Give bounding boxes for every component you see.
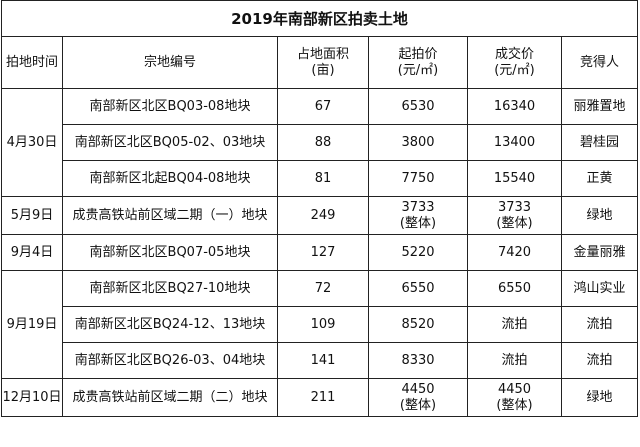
- area-cell: 141: [277, 342, 369, 379]
- winner-cell: 绿地: [561, 378, 638, 417]
- deal-price-cell: 流拍: [467, 342, 562, 379]
- deal-price-cell: 13400: [467, 124, 562, 161]
- table-row: 南部新区北区BQ26-03、04地块 141 8330 流拍 流拍: [2, 342, 638, 379]
- area-cell: 88: [277, 124, 369, 161]
- table-row: 4月30日 南部新区北区BQ03-08地块 67 6530 16340 丽雅置地: [1, 88, 638, 197]
- header-start-price: 起拍价 (元/㎡): [368, 36, 468, 89]
- parcel-cell: 成贵高铁站前区域二期（二）地块: [62, 378, 278, 417]
- header-area: 占地面积 (亩): [277, 36, 369, 89]
- start-price-cell: 5220: [368, 234, 468, 271]
- land-auction-table: 2019年南部新区拍卖土地 拍地时间 宗地编号 占地面积 (亩) 起拍价 (元/㎡)…: [1, 0, 638, 417]
- winner-cell: 鸿山实业: [561, 270, 638, 307]
- parcel-cell: 南部新区北区BQ24-12、13地块: [62, 306, 278, 343]
- start-price-cell: 3733 (整体): [368, 196, 468, 235]
- winner-cell: 碧桂园: [561, 124, 638, 161]
- header-deal-price: 成交价 (元/㎡): [467, 36, 562, 89]
- parcel-cell: 南部新区北区BQ03-08地块: [62, 88, 278, 125]
- table-row: 9月4日 南部新区北区BQ07-05地块 127 5220 7420 金量丽雅: [1, 234, 638, 271]
- area-cell: 109: [277, 306, 369, 343]
- table-row: 南部新区北区BQ24-12、13地块 109 8520 流拍 流拍: [2, 306, 638, 343]
- date-cell: 9月19日: [1, 270, 63, 379]
- header-date: 拍地时间: [1, 36, 63, 89]
- winner-cell: 金量丽雅: [561, 234, 638, 271]
- deal-price-cell: 7420: [467, 234, 562, 271]
- table-row: 南部新区北区BQ05-02、03地块 88 3800 13400 碧桂园: [2, 124, 638, 161]
- date-cell: 9月4日: [1, 234, 63, 271]
- header-winner: 竞得人: [561, 36, 638, 89]
- deal-price-cell: 6550: [467, 270, 562, 307]
- area-cell: 211: [277, 378, 369, 417]
- deal-price-cell: 16340: [467, 88, 562, 125]
- date-cell: 4月30日: [1, 88, 63, 197]
- area-cell: 67: [277, 88, 369, 125]
- table-row: 5月9日 成贵高铁站前区域二期（一）地块 249 3733 (整体) 3733 (整…: [1, 196, 638, 235]
- start-price-cell: 6530: [368, 88, 468, 125]
- start-price-cell: 4450 (整体): [368, 378, 468, 417]
- deal-price-cell: 4450 (整体): [467, 378, 562, 417]
- winner-cell: 绿地: [561, 196, 638, 235]
- start-price-cell: 8520: [368, 306, 468, 343]
- winner-cell: 流拍: [561, 306, 638, 343]
- start-price-cell: 7750: [368, 160, 468, 197]
- date-cell: 5月9日: [1, 196, 63, 235]
- start-price-cell: 6550: [368, 270, 468, 307]
- area-cell: 127: [277, 234, 369, 271]
- table-row: 南部新区北起BQ04-08地块 81 7750 15540 正黄: [2, 160, 638, 197]
- deal-price-cell: 3733 (整体): [467, 196, 562, 235]
- parcel-cell: 南部新区北区BQ07-05地块: [62, 234, 278, 271]
- area-cell: 249: [277, 196, 369, 235]
- deal-price-cell: 15540: [467, 160, 562, 197]
- parcel-cell: 南部新区北起BQ04-08地块: [62, 160, 278, 197]
- deal-price-cell: 流拍: [467, 306, 562, 343]
- header-parcel: 宗地编号: [62, 36, 278, 89]
- start-price-cell: 8330: [368, 342, 468, 379]
- winner-cell: 丽雅置地: [561, 88, 638, 125]
- area-cell: 72: [277, 270, 369, 307]
- start-price-cell: 3800: [368, 124, 468, 161]
- area-cell: 81: [277, 160, 369, 197]
- date-cell: 12月10日: [1, 378, 63, 417]
- parcel-cell: 南部新区北区BQ05-02、03地块: [62, 124, 278, 161]
- table-row: 12月10日 成贵高铁站前区域二期（二）地块 211 4450 (整体) 4450…: [1, 378, 638, 417]
- winner-cell: 正黄: [561, 160, 638, 197]
- table-row: 9月19日 南部新区北区BQ27-10地块 72 6550 6550 鸿山实业: [1, 270, 638, 379]
- parcel-cell: 南部新区北区BQ26-03、04地块: [62, 342, 278, 379]
- parcel-cell: 南部新区北区BQ27-10地块: [62, 270, 278, 307]
- table-title: 2019年南部新区拍卖土地: [1, 0, 638, 37]
- winner-cell: 流拍: [561, 342, 638, 379]
- parcel-cell: 成贵高铁站前区域二期（一）地块: [62, 196, 278, 235]
